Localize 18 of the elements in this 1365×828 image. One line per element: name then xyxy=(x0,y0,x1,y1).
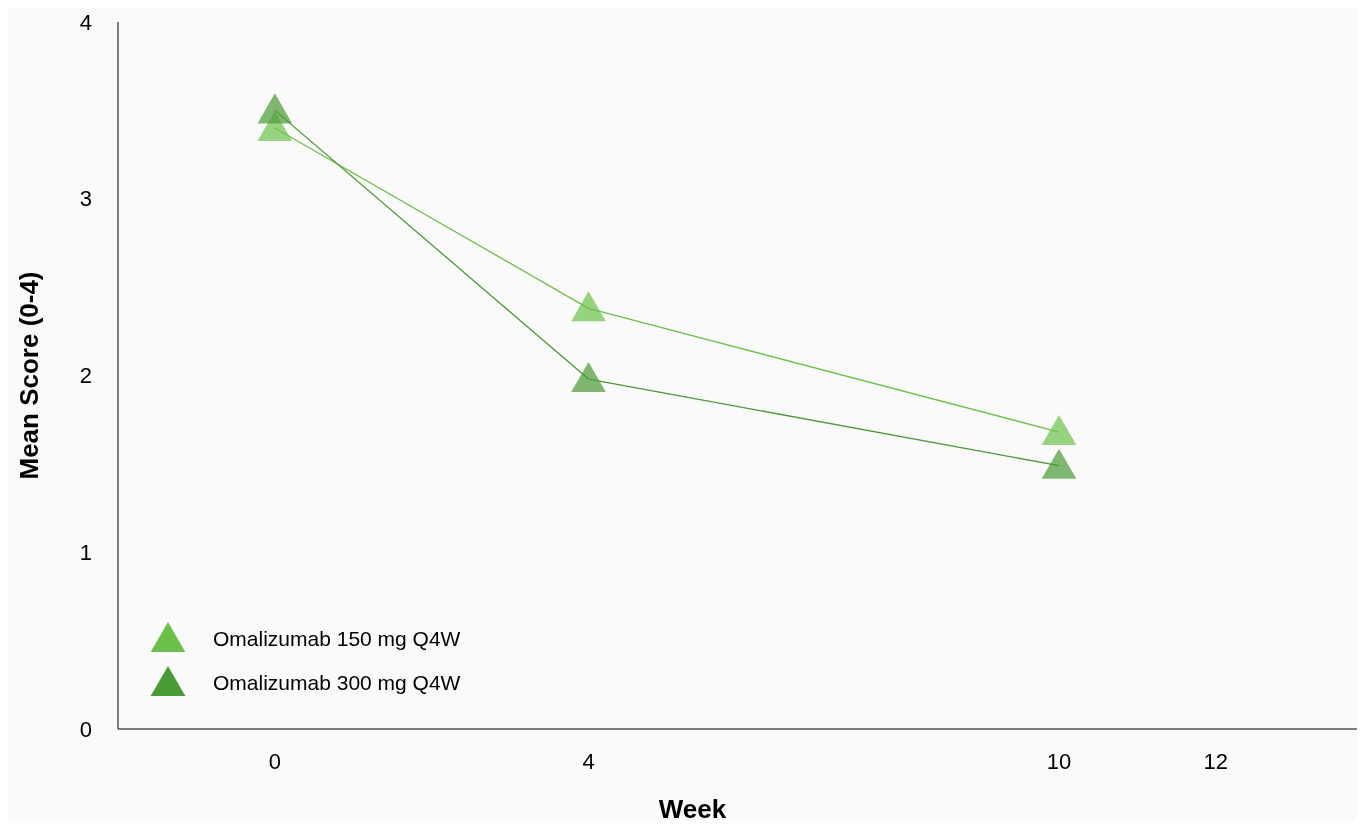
point xyxy=(1041,415,1077,446)
x-tick-label: 4 xyxy=(582,749,595,774)
x-axis-title: Week xyxy=(658,794,727,824)
y-tick-label: 0 xyxy=(79,716,92,742)
y-tick-label: 1 xyxy=(79,539,92,565)
legend-label: Omalizumab 300 mg Q4W xyxy=(213,671,461,695)
point xyxy=(571,362,606,393)
legend-label: Omalizumab 150 mg Q4W xyxy=(213,627,461,651)
y-tick-label: 4 xyxy=(79,9,92,35)
point xyxy=(257,93,293,124)
x-tick-label: 12 xyxy=(1203,749,1229,774)
y-tick-label: 2 xyxy=(79,363,92,389)
point xyxy=(1041,448,1077,479)
x-tick-label: 10 xyxy=(1046,749,1072,774)
point xyxy=(571,291,606,322)
y-tick-label: 3 xyxy=(79,186,92,212)
y-axis-title: Mean Score (0-4) xyxy=(14,271,44,480)
x-tick-label: 0 xyxy=(268,749,281,774)
